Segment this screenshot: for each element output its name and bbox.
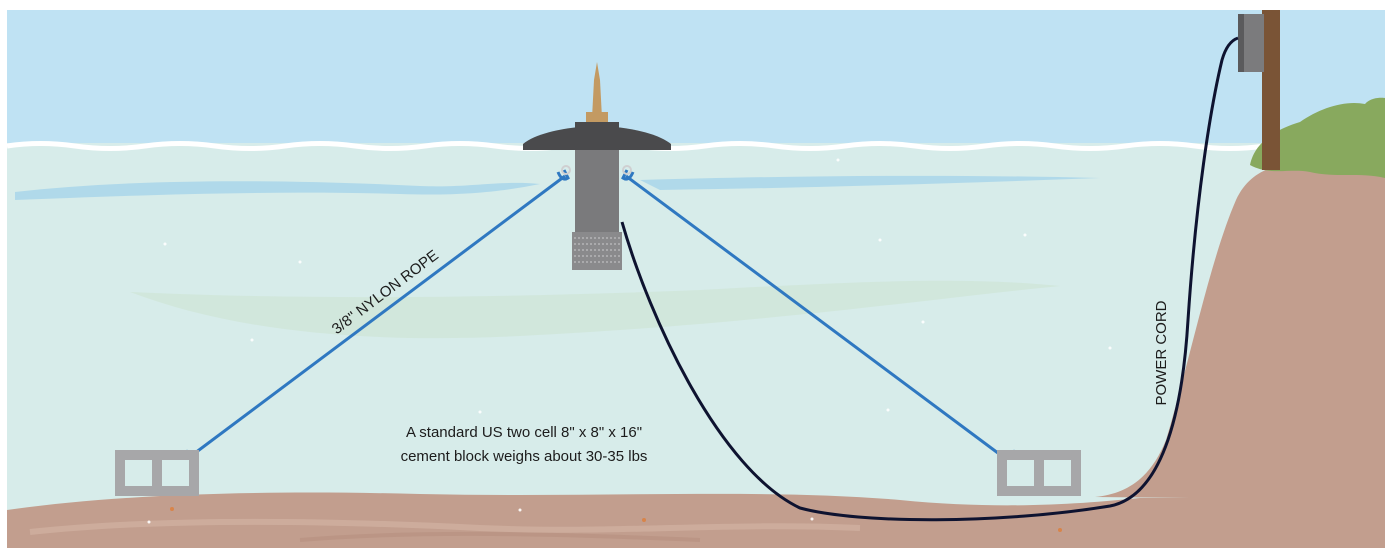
aerator: [523, 62, 671, 270]
sky: [7, 10, 1385, 150]
aerator-eyelet-right: [622, 165, 632, 175]
lakebed-wave-2: [299, 531, 701, 542]
sediment-dots: [170, 507, 1062, 532]
aerator-body: [575, 150, 619, 232]
grass: [1250, 97, 1385, 178]
water-stripe-3: [130, 280, 1060, 339]
water-stripe-2: [640, 175, 1100, 190]
lakebed: [7, 492, 1385, 548]
water-stripe-1: [15, 181, 540, 200]
rope-right: [625, 174, 1011, 464]
rope-left: [182, 174, 566, 464]
aerator-screen: [572, 232, 622, 270]
water-sparkles: [147, 158, 1112, 524]
block-note-line-1: A standard US two cell 8" x 8" x 16": [406, 424, 642, 441]
aerator-mast-base: [586, 112, 608, 124]
aerator-collar: [575, 122, 619, 132]
lakebed-wave-1: [29, 518, 861, 535]
block-note-line-2: cement block weighs about 30-35 lbs: [401, 448, 648, 465]
post: [1262, 10, 1280, 170]
aerator-eyelet-left: [561, 165, 571, 175]
electrical-box-side: [1238, 14, 1244, 72]
cement-block-right: [997, 450, 1081, 496]
shore-bank: [1095, 160, 1385, 500]
power-cord-label: POWER CORD: [1153, 300, 1170, 405]
cement-block-left: [115, 450, 199, 496]
aerator-float: [523, 126, 671, 150]
rope-hook-left-top: [556, 169, 570, 181]
power-cord: [620, 36, 1239, 522]
aerator-mast: [592, 62, 602, 118]
rope-hook-right-top: [621, 169, 635, 181]
